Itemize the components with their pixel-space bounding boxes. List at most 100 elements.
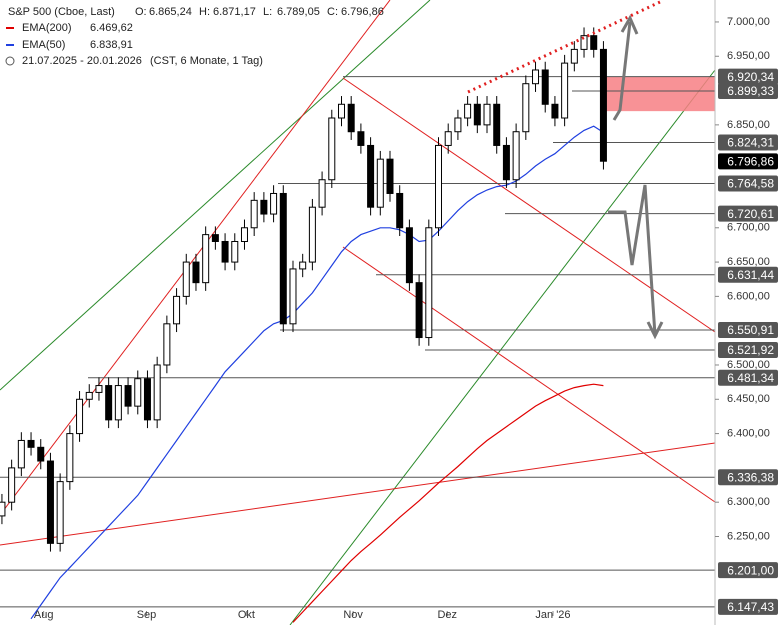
y-tick-label: 6.700,00 — [727, 222, 770, 234]
candle-body — [173, 295, 181, 325]
candle-body — [473, 103, 481, 126]
level-label: 6.720,61 — [727, 207, 774, 221]
y-axis-area — [715, 0, 780, 625]
y-tick-label: 6.600,00 — [727, 290, 770, 302]
level-label-box — [718, 134, 778, 151]
legend-swatch — [6, 44, 14, 46]
candle-body — [105, 385, 113, 421]
legend: EMA(200) 6.469,62 EMA(50) 6.838,91 21.07… — [5, 22, 263, 67]
candle-body — [425, 227, 433, 339]
clock-icon — [5, 56, 15, 66]
candle-body — [192, 261, 200, 284]
period-info: (CST, 6 Monate, 1 Tag) — [150, 55, 263, 67]
x-tick-label: Okt — [238, 609, 255, 621]
scenario-arrow — [608, 184, 657, 336]
level-label-box — [718, 469, 778, 486]
candle-body — [405, 227, 413, 284]
ohlc-key: O: — [135, 6, 147, 18]
candle-body — [522, 83, 530, 133]
candle-body — [308, 206, 316, 263]
ohlc-value: 6.796,86 — [341, 6, 384, 18]
level-label-box — [718, 266, 778, 283]
ohlc-header: O: 6.865,24 H: 6.871,17 L: 6.789,05 C: 6.796,86 — [135, 6, 384, 18]
level-label-box — [718, 83, 778, 100]
candle-body — [299, 261, 307, 270]
candle-body — [435, 144, 443, 229]
x-tick-label: Jan '26 — [535, 609, 570, 621]
level-label: 6.201,00 — [727, 563, 774, 577]
candle-body — [182, 261, 190, 297]
level-label-box — [718, 369, 778, 386]
drawings — [0, 0, 716, 625]
candle-body — [124, 385, 132, 407]
candle-body — [27, 439, 35, 448]
period: 21.07.2025 - 20.01.2026 — [22, 55, 142, 67]
candle-body — [599, 48, 607, 162]
candle-body — [289, 268, 297, 325]
candle-body — [541, 69, 549, 105]
candle-body — [590, 35, 598, 50]
trend-line — [342, 246, 716, 503]
ohlc-key: C: — [327, 6, 338, 18]
level-label-box — [718, 175, 778, 192]
ohlc-key: H: — [199, 6, 210, 18]
candle-body — [532, 69, 540, 85]
level-label: 6.631,44 — [727, 268, 774, 282]
level-label-box — [718, 598, 778, 615]
candle-body — [270, 192, 278, 215]
y-tick-label: 6.500,00 — [727, 359, 770, 371]
candle-body — [153, 364, 161, 421]
candle-body — [483, 103, 491, 126]
ohlc-key: L: — [263, 6, 272, 18]
candle-body — [240, 227, 248, 242]
candle-body — [502, 144, 510, 181]
legend-value: 6.838,91 — [90, 39, 133, 51]
ema-line — [292, 383, 604, 623]
legend-swatch — [6, 27, 14, 29]
y-tick-label: 6.400,00 — [727, 427, 770, 439]
candle-body — [318, 179, 326, 208]
candle-body — [260, 199, 268, 215]
candle-body — [454, 117, 462, 133]
y-tick-label: 7.000,00 — [727, 16, 770, 28]
candle-body — [163, 323, 171, 366]
y-tick-label: 6.450,00 — [727, 393, 770, 405]
trend-line — [0, 0, 431, 391]
candle-body — [376, 158, 384, 208]
candle-body — [250, 199, 258, 229]
level-label-box — [718, 322, 778, 339]
trend-line — [0, 0, 391, 516]
x-tick-label: Dez — [437, 609, 457, 621]
x-tick-label: Aug — [34, 609, 54, 621]
candle-body — [279, 192, 287, 325]
candle-body — [134, 378, 142, 407]
candle-body — [464, 103, 472, 119]
candle-body — [0, 501, 6, 517]
candle-body — [114, 385, 122, 421]
level-label: 6.336,38 — [727, 470, 774, 484]
candle-body — [493, 103, 501, 146]
ohlc-value: 6.871,17 — [213, 6, 256, 18]
candle-body — [85, 391, 93, 400]
level-label-box — [718, 68, 778, 85]
level-label: 6.481,34 — [727, 371, 774, 385]
candle-body — [551, 103, 559, 119]
level-label: 6.824,31 — [727, 136, 774, 150]
candle-body — [37, 446, 45, 462]
candle-body — [46, 460, 54, 544]
candle-body — [580, 35, 588, 50]
ema-line — [30, 125, 604, 620]
x-tick-label: Sep — [137, 609, 157, 621]
level-label: 6.550,91 — [727, 323, 774, 337]
candle-body — [56, 481, 64, 544]
y-tick-label: 6.850,00 — [727, 119, 770, 131]
legend-value: 6.469,62 — [90, 22, 133, 34]
level-label: 6.764,58 — [727, 177, 774, 191]
candle-body — [512, 131, 520, 181]
scenario-arrow — [612, 21, 632, 121]
level-label: 6.796,86 — [727, 154, 774, 168]
candle-body — [357, 131, 365, 146]
level-label: 6.920,34 — [727, 70, 774, 84]
candle-body — [367, 144, 375, 208]
